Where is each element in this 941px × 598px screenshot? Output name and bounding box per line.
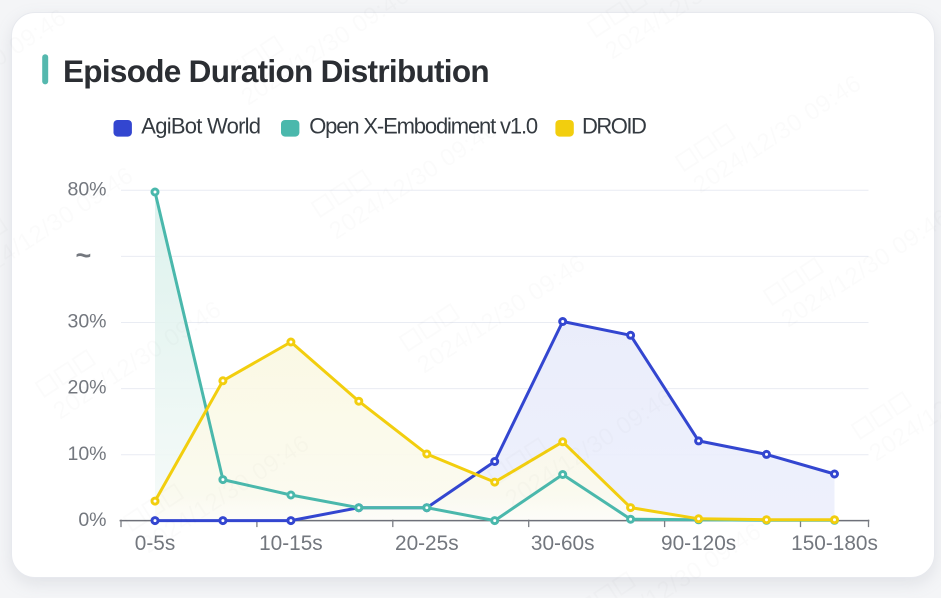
svg-text:2024/12/30 09:46: 2024/12/30 09:46 <box>601 0 779 65</box>
svg-text:20-25s: 20-25s <box>395 532 459 555</box>
svg-text:AgiBot World: AgiBot World <box>141 114 260 139</box>
svg-text:80%: 80% <box>67 179 106 201</box>
svg-text:20%: 20% <box>67 377 106 399</box>
svg-text:10%: 10% <box>67 443 106 465</box>
svg-text:2024/12/30 09:46: 2024/12/30 09:46 <box>689 70 867 199</box>
svg-text:150-180s: 150-180s <box>791 532 878 555</box>
svg-text:90-120s: 90-120s <box>661 532 736 555</box>
svg-text:2024/12/30 09:46: 2024/12/30 09:46 <box>865 338 941 467</box>
svg-text:2024/12/30 09:46: 2024/12/30 09:46 <box>0 4 71 133</box>
svg-text:0%: 0% <box>78 509 106 531</box>
svg-text:10-15s: 10-15s <box>259 532 323 555</box>
svg-text:0-5s: 0-5s <box>135 532 175 555</box>
svg-text:DROID: DROID <box>582 114 646 139</box>
svg-text:Episode Duration Distribution: Episode Duration Distribution <box>63 53 489 89</box>
svg-text:~: ~ <box>76 240 92 270</box>
svg-text:Open X-Embodiment v1.0: Open X-Embodiment v1.0 <box>309 114 538 139</box>
svg-text:30-60s: 30-60s <box>531 532 595 555</box>
svg-text:30%: 30% <box>67 311 106 333</box>
